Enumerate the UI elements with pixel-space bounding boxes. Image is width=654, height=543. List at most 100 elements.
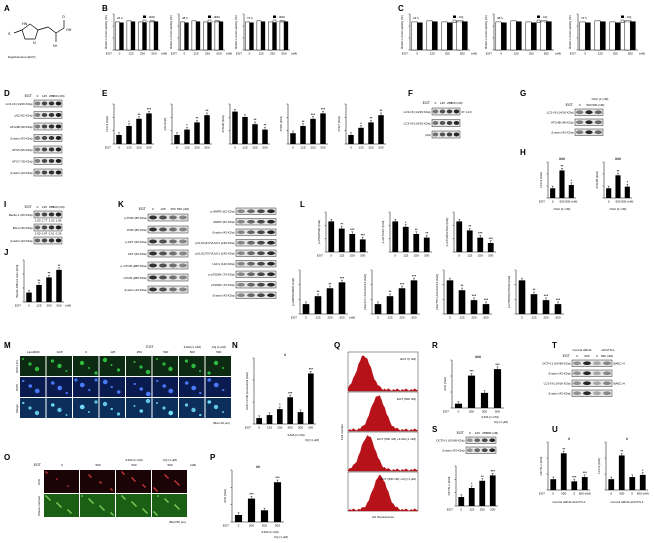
x-tick-label: 0 <box>184 52 186 56</box>
bar-minus <box>579 21 586 51</box>
y-axis-label: pSer317-ULK1/ULK1 (fold) <box>363 274 367 310</box>
panel-p-plot: 0 *** 500 500 *** 500 AVO (fold) EGT ## <box>223 465 284 528</box>
time-label: 24 h <box>413 16 419 20</box>
blot-frame <box>33 223 63 232</box>
blot-band <box>55 113 62 117</box>
blot-band <box>34 124 41 129</box>
cell-signal <box>81 495 83 497</box>
blot-band <box>603 381 611 386</box>
blot-band <box>55 225 62 230</box>
legend-swatch <box>143 15 146 18</box>
x-tick-label: 0 <box>416 52 418 56</box>
column-label: Lipo3000 <box>27 350 40 354</box>
bar <box>410 280 418 314</box>
bar <box>326 288 334 314</box>
blot-band <box>593 361 601 366</box>
blot-frame <box>235 207 277 215</box>
bar <box>358 127 364 144</box>
bar <box>571 481 578 490</box>
panel-g-blot: LC3-I/II (14/16 KDa) <box>547 108 604 116</box>
y-axis-label: OCTN-1 (fold) <box>539 457 543 476</box>
significance-mark: *** <box>275 476 280 480</box>
significance-mark: *** <box>484 298 489 302</box>
bar-minus <box>624 20 631 51</box>
bar-minus <box>279 20 285 51</box>
bar-plus <box>154 21 159 50</box>
bar-plus <box>516 21 522 50</box>
band-label: pULK1(317)/ULK1 (140 KDa) <box>195 241 234 245</box>
x-tick-label: 0 <box>584 52 586 56</box>
blot-band <box>55 238 62 243</box>
row-label: GFP-LC3 <box>15 360 19 373</box>
blot-band <box>159 275 167 280</box>
micrograph-tile <box>126 356 152 376</box>
blot-frame <box>235 228 277 236</box>
blot-band <box>237 240 245 245</box>
panel-i-ratios: 1.001.001.770.871.620.511.850.26 <box>35 219 62 236</box>
blot-band <box>34 159 41 163</box>
blot-band <box>159 287 167 292</box>
bar <box>458 497 465 506</box>
panel-n-plot: 0 125 * 250 *** 500 500 *** 500 GFP-LC3B puncta/c… <box>245 353 316 430</box>
x-axis-label: EGT <box>443 410 449 414</box>
band-label: AKT (60 KDa) <box>128 252 147 256</box>
x-tick-label: 125 <box>267 426 272 430</box>
dose-label: 0 <box>435 101 437 105</box>
significance-mark: * <box>186 124 188 128</box>
bar-minus <box>540 20 547 51</box>
bar <box>402 226 409 252</box>
cell-signal <box>168 410 174 416</box>
nac-label: NAC (1 mM) <box>592 97 609 101</box>
blot-band <box>583 391 591 396</box>
bar <box>290 133 296 144</box>
significance-mark: ** <box>481 475 484 479</box>
cell-signal <box>167 501 169 503</box>
cell-signal <box>191 407 196 413</box>
bar <box>266 415 273 424</box>
y-axis-label: LC3-II (fold) <box>105 116 109 132</box>
blot-band <box>481 438 488 443</box>
bar-minus <box>191 20 197 51</box>
legend-text: - CQ <box>625 15 632 19</box>
band-label: ATG7 (78 KDa) <box>12 159 32 163</box>
time-label: 72 h <box>247 16 253 20</box>
bar-plus <box>207 22 212 50</box>
blot-band <box>237 282 245 287</box>
cell-signal <box>67 485 69 487</box>
y-axis-label: OCTN-1 (fold) <box>447 477 451 496</box>
blot-band <box>453 109 460 114</box>
micrograph-tile <box>205 377 231 397</box>
blot-band <box>169 215 177 220</box>
x-tick-label: 125 <box>531 316 536 320</box>
significance-mark: *** <box>412 274 417 278</box>
cell-signal <box>146 391 151 397</box>
blot-frame <box>147 249 189 258</box>
viability-plot: 0 125 250 500 72 h - CQ+ CQ BAEC-H Cell viabil… <box>568 13 645 56</box>
panel-l-plot-bottom: 0 ** 125 *** 250 *** 500 pSer757-ULK1/ULK1 (fol… <box>435 269 492 320</box>
blot-frame <box>33 145 63 154</box>
x-tick-label: 250 <box>136 146 141 150</box>
egt-structure: S HN N N+ O OH Ergothioneine (EGT) <box>8 15 72 59</box>
bar <box>297 412 304 424</box>
band-label: β-actin (43 KDa) <box>11 136 33 140</box>
blot-band <box>237 219 245 224</box>
panel-letter-T: T <box>552 341 557 350</box>
significance-bracket: ### <box>475 355 481 359</box>
blot-band <box>247 240 255 245</box>
blot-band <box>594 110 602 115</box>
panel-letter-O: O <box>4 453 10 462</box>
x-tick-label: 250 <box>205 52 210 56</box>
y-axis-label: p-mTOR/mTOR (fold) <box>445 218 449 247</box>
blot-band <box>247 272 255 277</box>
blot-band <box>237 230 245 235</box>
blot-frame <box>571 379 613 387</box>
x-tick-label: 250 <box>270 52 275 56</box>
bar <box>608 479 615 490</box>
bar <box>234 514 243 522</box>
band-label: LC3-I/II (14/16 KDa) <box>404 110 431 114</box>
histogram-label: EGT (500 nM) +CQ (1 μM) <box>380 477 416 481</box>
cell-signal <box>22 358 24 360</box>
bond <box>37 26 49 31</box>
significance-mark: ** <box>302 120 305 124</box>
blot-band <box>481 448 488 453</box>
